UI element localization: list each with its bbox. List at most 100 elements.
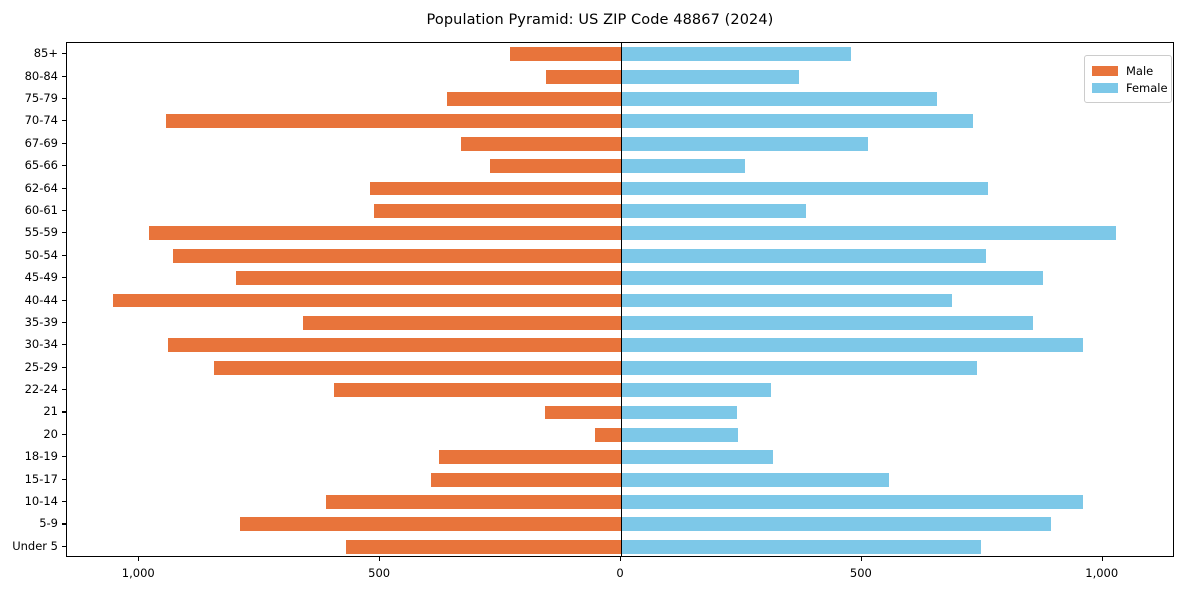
legend-entry[interactable]: Female [1092, 79, 1168, 96]
y-tick-label: 60-61 [24, 202, 58, 217]
bar-male [438, 450, 621, 465]
y-tick-mark [62, 187, 66, 189]
y-tick-label: Under 5 [12, 538, 58, 553]
bar-female [621, 338, 1084, 353]
y-tick-mark [62, 478, 66, 480]
y-tick-label: 67-69 [24, 135, 58, 150]
y-tick-label: 70-74 [24, 113, 58, 128]
y-tick-mark [62, 411, 66, 413]
bar-male [325, 495, 621, 509]
bar-female [621, 248, 987, 263]
y-tick-label: 35-39 [24, 314, 58, 329]
bar-male [213, 360, 621, 375]
bar-male [460, 136, 621, 151]
bar-female [621, 450, 773, 465]
y-tick-label: 5-9 [39, 516, 58, 531]
bar-row [67, 69, 1173, 84]
legend-swatch-male [1092, 65, 1118, 76]
bar-female [621, 92, 937, 106]
bar-male [172, 248, 621, 263]
bar-male [165, 114, 621, 129]
y-tick-label: 55-59 [24, 225, 58, 240]
bar-male [546, 69, 621, 84]
bar-row [67, 405, 1173, 420]
bar-female [621, 114, 973, 129]
bar-row [67, 181, 1173, 196]
bar-row [67, 360, 1173, 375]
bar-row [67, 114, 1173, 129]
bar-row [67, 517, 1173, 532]
bar-female [621, 69, 800, 84]
bar-row [67, 315, 1173, 330]
bar-row [67, 226, 1173, 241]
y-tick-label: 30-34 [24, 337, 58, 352]
bar-female [621, 315, 1033, 330]
y-tick-label: 65-66 [24, 158, 58, 173]
bar-female [621, 181, 989, 196]
x-tick-mark [1101, 557, 1103, 561]
bar-female [621, 136, 868, 151]
legend-swatch-female [1092, 82, 1118, 93]
bar-female [621, 539, 981, 554]
bar-male [148, 226, 621, 241]
bar-female [621, 271, 1043, 286]
x-tick-label: 500 [368, 566, 391, 580]
y-tick-mark [62, 501, 66, 503]
bars-layer [67, 43, 1173, 556]
y-tick-mark [62, 254, 66, 256]
bar-row [67, 248, 1173, 263]
bar-male [373, 203, 621, 218]
y-tick-mark [62, 142, 66, 144]
bar-row [67, 47, 1173, 62]
bar-female [621, 47, 852, 62]
x-tick-mark [138, 557, 140, 561]
y-tick-mark [62, 523, 66, 525]
y-tick-label: 10-14 [24, 494, 58, 509]
bar-male [112, 293, 621, 308]
y-tick-label: 15-17 [24, 471, 58, 486]
y-tick-mark [62, 120, 66, 122]
bar-row [67, 450, 1173, 465]
x-tick-label: 1,000 [1085, 566, 1119, 580]
bar-female [621, 360, 978, 375]
legend-label: Female [1126, 80, 1168, 95]
y-tick-label: 80-84 [24, 68, 58, 83]
bar-row [67, 159, 1173, 174]
chart-legend: Male Female [1084, 55, 1172, 103]
y-tick-mark [62, 545, 66, 547]
bar-female [621, 159, 746, 174]
y-tick-label: 21 [43, 404, 58, 419]
page-title: Population Pyramid: US ZIP Code 48867 (2… [426, 12, 774, 28]
bar-female [621, 405, 737, 420]
bar-female [621, 383, 772, 397]
x-tick-mark [860, 557, 862, 561]
bar-female [621, 293, 953, 308]
y-tick-mark [62, 232, 66, 234]
bar-female [621, 226, 1116, 241]
bar-row [67, 539, 1173, 554]
bar-row [67, 136, 1173, 151]
bar-male [430, 472, 621, 487]
y-tick-label: 25-29 [24, 359, 58, 374]
bar-row [67, 92, 1173, 106]
y-tick-label: 40-44 [24, 292, 58, 307]
bar-row [67, 383, 1173, 397]
bar-female [621, 472, 890, 487]
legend-entry[interactable]: Male [1092, 62, 1164, 79]
x-tick-label: 0 [616, 566, 624, 580]
y-tick-mark [62, 321, 66, 323]
y-tick-label: 62-64 [24, 180, 58, 195]
y-tick-label: 45-49 [24, 270, 58, 285]
y-tick-mark [62, 53, 66, 55]
y-tick-label: 22-24 [24, 382, 58, 397]
bar-row [67, 293, 1173, 308]
x-tick-label: 500 [849, 566, 872, 580]
y-tick-label: 85+ [33, 46, 58, 61]
y-tick-mark [62, 75, 66, 77]
bar-male [509, 47, 621, 62]
y-tick-mark [62, 366, 66, 368]
bar-female [621, 495, 1084, 509]
bar-row [67, 472, 1173, 487]
bar-female [621, 203, 807, 218]
